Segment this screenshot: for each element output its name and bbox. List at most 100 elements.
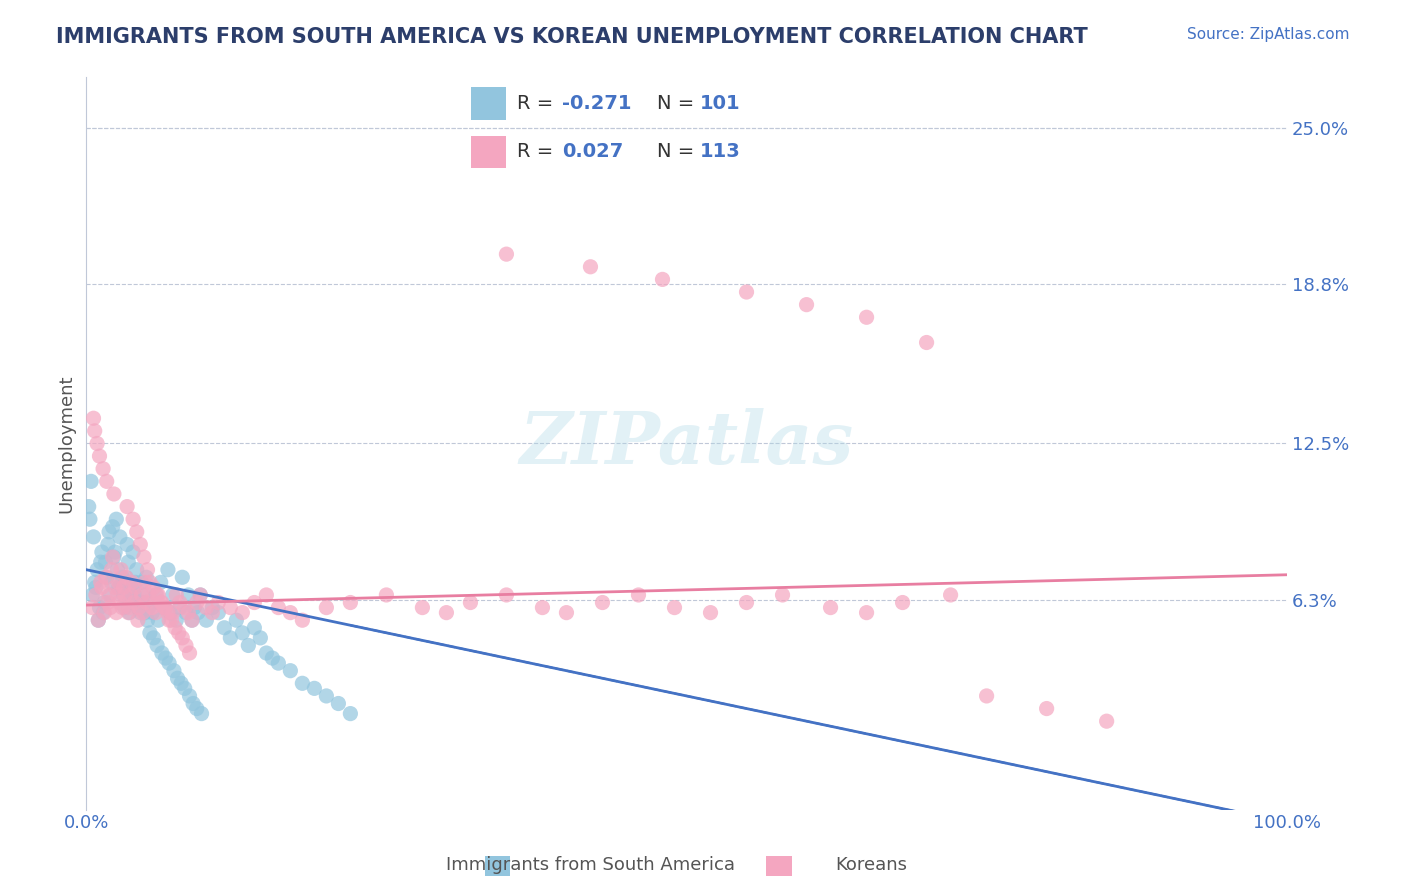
Point	[162, 588, 184, 602]
Point	[115, 537, 138, 551]
Point	[243, 621, 266, 635]
Point	[139, 575, 162, 590]
Point	[411, 600, 433, 615]
Point	[664, 600, 686, 615]
Point	[627, 588, 650, 602]
Point	[976, 689, 998, 703]
Point	[90, 555, 112, 569]
Point	[79, 512, 101, 526]
Point	[105, 512, 128, 526]
Point	[280, 664, 302, 678]
Point	[87, 613, 110, 627]
Point	[157, 656, 180, 670]
Point	[128, 600, 150, 615]
Point	[120, 575, 142, 590]
Point	[243, 595, 266, 609]
Point	[181, 613, 204, 627]
Point	[100, 563, 122, 577]
Point	[125, 524, 148, 539]
Point	[112, 588, 135, 602]
Point	[165, 613, 187, 627]
Point	[122, 545, 145, 559]
Point	[555, 606, 578, 620]
Point	[90, 581, 112, 595]
Text: IMMIGRANTS FROM SOUTH AMERICA VS KOREAN UNEMPLOYMENT CORRELATION CHART: IMMIGRANTS FROM SOUTH AMERICA VS KOREAN …	[56, 27, 1088, 46]
Point	[201, 606, 224, 620]
Point	[101, 520, 124, 534]
Point	[495, 247, 517, 261]
Point	[146, 639, 169, 653]
Point	[165, 621, 187, 635]
Point	[83, 575, 105, 590]
Point	[579, 260, 602, 274]
Point	[115, 570, 138, 584]
Point	[115, 500, 138, 514]
Point	[219, 600, 242, 615]
Point	[163, 664, 186, 678]
Point	[124, 588, 146, 602]
Point	[150, 646, 173, 660]
Point	[267, 600, 290, 615]
Point	[86, 436, 108, 450]
Text: 101: 101	[700, 94, 740, 113]
Point	[280, 606, 302, 620]
Point	[115, 570, 138, 584]
Point	[98, 588, 121, 602]
Point	[172, 631, 194, 645]
Text: N =: N =	[658, 94, 700, 113]
Point	[107, 588, 129, 602]
Point	[84, 588, 107, 602]
Point	[160, 613, 183, 627]
Point	[89, 600, 111, 615]
Point	[101, 550, 124, 565]
Text: R =: R =	[517, 142, 560, 161]
Point	[120, 588, 142, 602]
Point	[121, 575, 143, 590]
Point	[174, 606, 197, 620]
Point	[91, 606, 114, 620]
Point	[169, 600, 191, 615]
FancyBboxPatch shape	[471, 87, 506, 120]
Point	[134, 606, 156, 620]
Point	[129, 537, 152, 551]
Point	[150, 595, 173, 609]
Point	[166, 671, 188, 685]
Point	[117, 555, 139, 569]
Point	[207, 606, 229, 620]
Text: N =: N =	[658, 142, 700, 161]
Point	[162, 606, 184, 620]
Point	[855, 606, 877, 620]
Point	[159, 606, 181, 620]
Point	[96, 570, 118, 584]
Point	[146, 588, 169, 602]
Point	[142, 581, 165, 595]
Point	[315, 600, 337, 615]
Point	[107, 575, 129, 590]
Point	[93, 606, 115, 620]
Point	[186, 595, 208, 609]
Point	[121, 588, 143, 602]
Point	[201, 600, 224, 615]
Point	[138, 588, 160, 602]
Point	[174, 639, 197, 653]
Point	[132, 595, 155, 609]
Point	[172, 570, 194, 584]
Point	[114, 588, 136, 602]
Text: -0.271: -0.271	[562, 94, 631, 113]
Point	[219, 631, 242, 645]
Point	[111, 570, 134, 584]
Point	[108, 595, 131, 609]
Point	[157, 613, 180, 627]
Point	[104, 581, 127, 595]
Point	[110, 581, 132, 595]
Point	[128, 600, 150, 615]
Point	[94, 570, 117, 584]
Point	[90, 575, 112, 590]
Point	[238, 639, 260, 653]
Point	[107, 563, 129, 577]
Point	[177, 588, 200, 602]
Point	[139, 625, 162, 640]
Point	[591, 595, 613, 609]
Point	[131, 575, 153, 590]
Point	[141, 606, 163, 620]
